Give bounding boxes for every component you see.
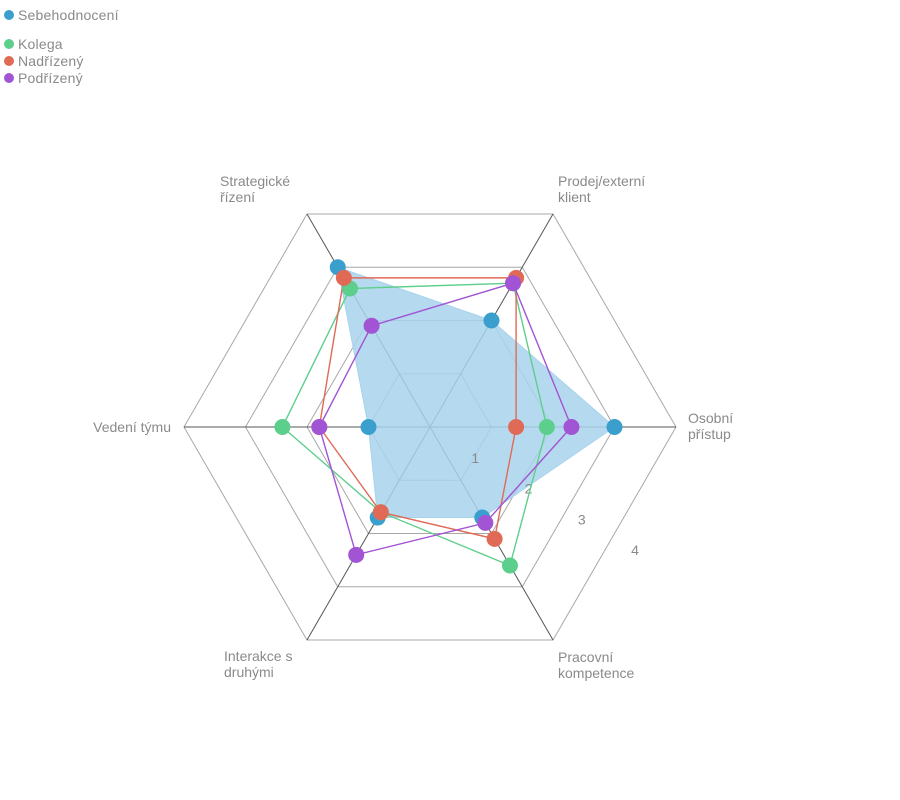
axis-label-line: řízení xyxy=(220,189,255,205)
axis-label-line: Strategické xyxy=(220,173,290,189)
axis-label-4: Strategické řízení xyxy=(220,173,290,205)
axis-label-1: Pracovní kompetence xyxy=(558,649,634,681)
axis-label-0: Osobní přístup xyxy=(688,410,733,442)
legend-label-nadrizeny: Nadřízený xyxy=(18,52,84,69)
axis-label-line: Pracovní xyxy=(558,649,613,665)
legend-marker-sebehodnoceni xyxy=(4,9,14,20)
legend-item-podrizeny[interactable]: Podřízený xyxy=(4,69,119,86)
chart-legend: Sebehodnocení Kolega Nadřízený Podřízený xyxy=(4,6,119,86)
axis-label-line: Interakce s xyxy=(224,648,292,664)
radial-tick-label-3: 3 xyxy=(578,511,586,527)
axis-label-3: Vedení týmu xyxy=(93,419,171,435)
data-point-kolega-3 xyxy=(274,419,291,435)
axis-label-2: Interakce s druhými xyxy=(224,648,292,680)
legend-marker-kolega xyxy=(4,38,14,49)
data-point-nadrizeny-2 xyxy=(372,504,389,521)
data-point-kolega-0 xyxy=(538,419,555,435)
axis-label-line: Prodej/externí xyxy=(558,173,645,189)
legend-marker-nadrizeny xyxy=(4,55,14,66)
data-point-podrizeny-4 xyxy=(363,317,380,334)
data-point-nadrizeny-4 xyxy=(335,269,352,286)
radial-tick-label-1: 1 xyxy=(471,450,479,466)
data-point-podrizeny-0 xyxy=(563,419,580,435)
axis-label-5: Prodej/externí klient xyxy=(558,173,645,205)
data-point-podrizeny-2 xyxy=(348,546,365,563)
data-point-podrizeny-1 xyxy=(477,514,494,531)
data-point-podrizeny-3 xyxy=(311,419,328,435)
data-point-kolega-1 xyxy=(501,557,518,574)
data-point-nadrizeny-1 xyxy=(486,530,503,547)
data-point-sebehodnoceni-3 xyxy=(360,419,377,435)
data-point-sebehodnoceni-5 xyxy=(483,312,500,329)
data-point-nadrizeny-0 xyxy=(508,419,525,435)
legend-label-sebehodnoceni: Sebehodnocení xyxy=(18,6,119,23)
axis-label-line: klient xyxy=(558,189,591,205)
axis-label-line: kompetence xyxy=(558,665,634,681)
legend-item-sebehodnoceni[interactable]: Sebehodnocení xyxy=(4,6,119,23)
legend-item-nadrizeny[interactable]: Nadřízený xyxy=(4,52,119,69)
axis-label-line: Osobní xyxy=(688,410,733,426)
data-point-sebehodnoceni-0 xyxy=(606,419,623,435)
series-area-sebehodnoceni xyxy=(337,266,616,519)
data-point-podrizeny-5 xyxy=(505,275,522,292)
radial-tick-label-2: 2 xyxy=(525,481,533,497)
legend-marker-podrizeny xyxy=(4,72,14,83)
legend-label-kolega: Kolega xyxy=(18,35,63,52)
axis-label-line: přístup xyxy=(688,426,731,442)
axis-label-line: Vedení týmu xyxy=(93,419,171,435)
legend-label-podrizeny: Podřízený xyxy=(18,69,83,86)
legend-item-kolega[interactable]: Kolega xyxy=(4,35,119,52)
axis-label-line: druhými xyxy=(224,664,274,680)
radial-tick-label-4: 4 xyxy=(631,542,639,558)
